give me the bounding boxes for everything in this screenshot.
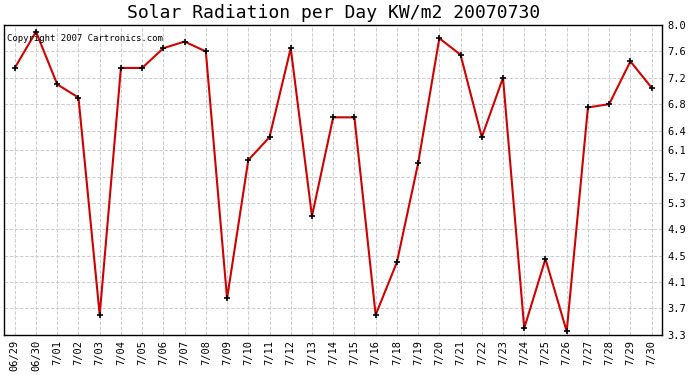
Text: Copyright 2007 Cartronics.com: Copyright 2007 Cartronics.com: [8, 34, 164, 44]
Title: Solar Radiation per Day KW/m2 20070730: Solar Radiation per Day KW/m2 20070730: [126, 4, 540, 22]
